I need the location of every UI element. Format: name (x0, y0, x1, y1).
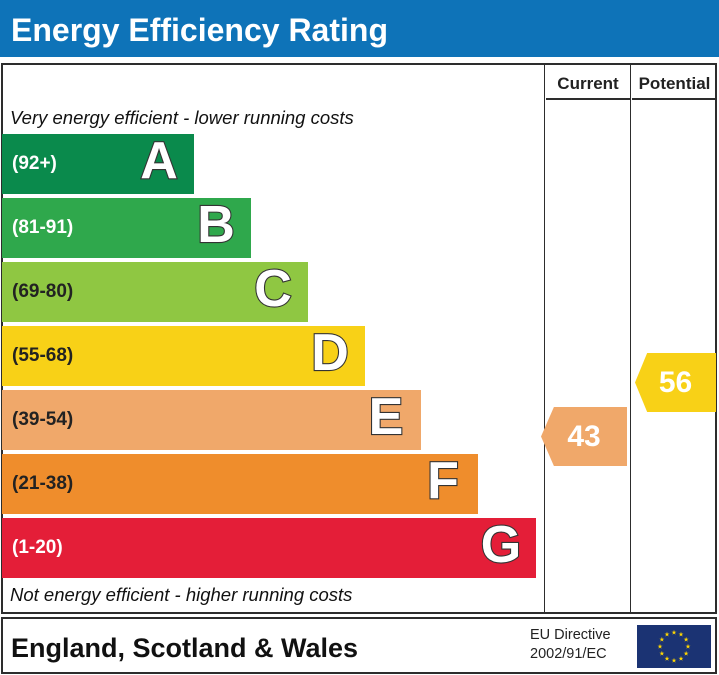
svg-text:A: A (140, 134, 178, 190)
svg-text:E: E (369, 390, 404, 446)
svg-text:D: D (311, 326, 349, 382)
svg-text:B: B (197, 198, 235, 254)
svg-text:F: F (427, 454, 459, 510)
svg-text:C: C (254, 262, 292, 318)
svg-text:G: G (481, 518, 521, 574)
